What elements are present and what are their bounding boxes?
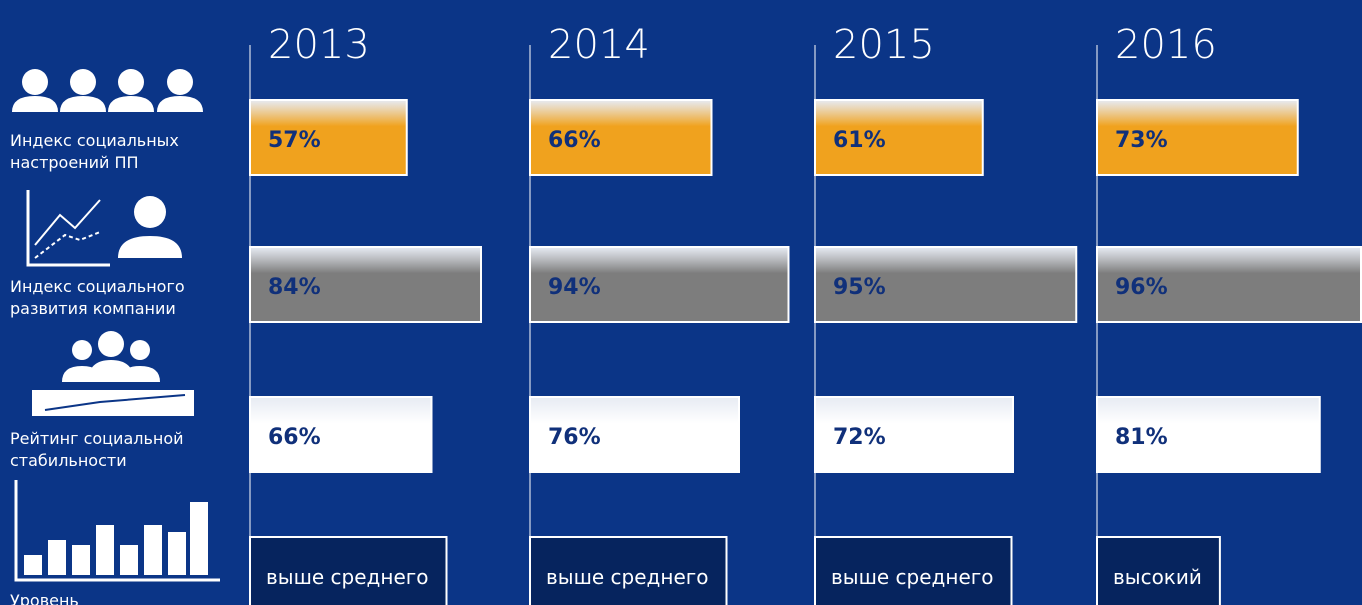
row-label: Индекс социальных настроений ПП: [10, 131, 179, 172]
icon-people: [12, 69, 203, 112]
value-label: 96%: [1115, 275, 1168, 300]
bar: [529, 396, 740, 473]
bar: [814, 99, 984, 176]
year-label: 2015: [833, 22, 935, 68]
bar: [529, 246, 790, 323]
level-label: выше среднего: [546, 565, 709, 589]
year-label: 2016: [1115, 22, 1217, 68]
year-label: 2014: [548, 22, 650, 68]
bar: [529, 99, 713, 176]
value-label: 73%: [1115, 128, 1168, 153]
row-label: Рейтинг социальной стабильности: [10, 429, 184, 470]
icon-stability: [32, 331, 194, 416]
row-label: Индекс социального развития компании: [10, 277, 185, 318]
bar: [249, 246, 482, 323]
bar: [814, 396, 1014, 473]
level-label: выше среднего: [831, 565, 994, 589]
row-label: Уровень: [10, 591, 79, 605]
bar: [1096, 396, 1321, 473]
year-label: 2013: [268, 22, 370, 68]
value-label: 72%: [833, 425, 886, 450]
level-box: [529, 536, 728, 605]
bar: [249, 99, 408, 176]
icon-growth: [26, 190, 182, 267]
value-label: 66%: [548, 128, 601, 153]
value-label: 57%: [268, 128, 321, 153]
level-box: [814, 536, 1013, 605]
level-box: [1096, 536, 1221, 605]
bar: [1096, 246, 1362, 323]
value-label: 76%: [548, 425, 601, 450]
value-label: 66%: [268, 425, 321, 450]
bar: [814, 246, 1078, 323]
level-label: выше среднего: [266, 565, 429, 589]
bar: [1096, 99, 1299, 176]
value-label: 95%: [833, 275, 886, 300]
bar: [249, 396, 433, 473]
level-label: высокий: [1113, 565, 1202, 589]
level-box: [249, 536, 448, 605]
icon-bars: [14, 480, 220, 582]
value-label: 84%: [268, 275, 321, 300]
value-label: 94%: [548, 275, 601, 300]
value-label: 81%: [1115, 425, 1168, 450]
value-label: 61%: [833, 128, 886, 153]
